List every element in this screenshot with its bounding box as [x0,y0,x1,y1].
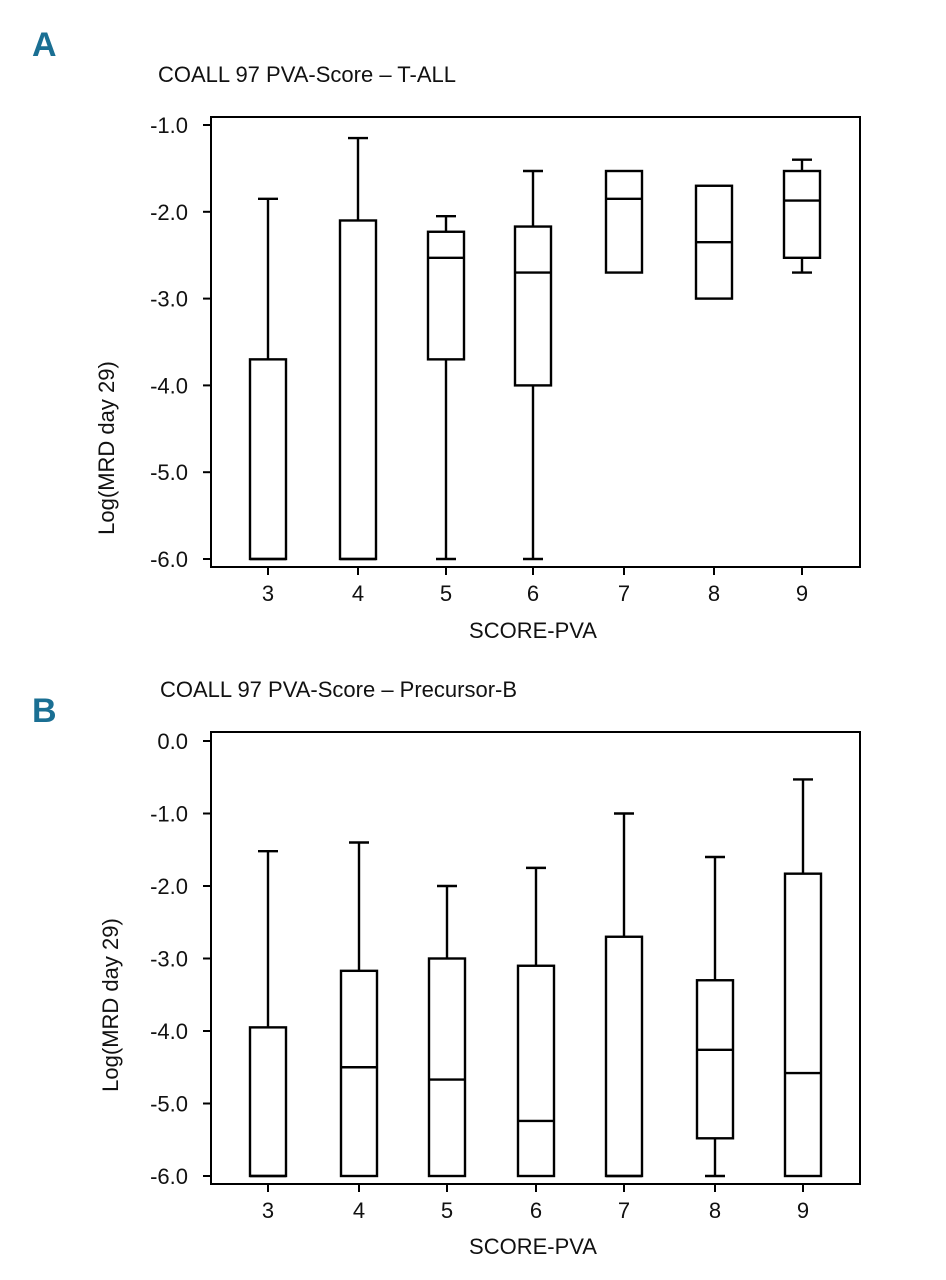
iqr-box [426,230,466,361]
x-tick-label: 3 [262,581,274,606]
chart-title-b: COALL 97 PVA-Score – Precursor-B [160,677,517,702]
box-category-4 [339,841,379,1178]
x-tick-label: 3 [262,1198,274,1223]
x-tick-label: 6 [530,1198,542,1223]
box-category-7 [604,812,644,1178]
box-category-3 [248,850,288,1178]
y-tick-label: -5.0 [150,460,188,485]
x-tick-label: 6 [527,581,539,606]
x-tick-label: 9 [797,1198,809,1223]
iqr-box [427,957,467,1178]
y-tick-label: -2.0 [150,874,188,899]
box-category-5 [427,884,467,1178]
panel-b: B COALL 97 PVA-Score – Precursor-B 0.0 -1… [32,677,861,1259]
y-ticks-b: 0.0 -1.0 -2.0 -3.0 -4.0 -5.0 -6.0 [150,729,211,1189]
y-tick-label: -1.0 [150,113,188,138]
x-tick-label: 4 [352,581,364,606]
y-ticks-a: -1.0 -2.0 -3.0 -4.0 -5.0 -6.0 [150,113,211,572]
box-category-6 [513,169,553,561]
box-category-6 [516,866,556,1178]
y-tick-label: -6.0 [150,547,188,572]
y-tick-label: -2.0 [150,200,188,225]
x-tick-label: 5 [440,581,452,606]
panel-label-b: B [32,692,57,730]
panel-label-a: A [32,26,57,64]
x-ticks-b: 3 4 5 6 7 8 9 [262,1184,809,1223]
y-tick-label: -5.0 [150,1092,188,1117]
box-category-5 [426,214,466,561]
box-category-9 [783,778,823,1178]
y-tick-label: -4.0 [150,1019,188,1044]
y-tick-label: -1.0 [150,802,188,827]
x-tick-label: 7 [618,581,630,606]
iqr-box [248,358,288,561]
iqr-box [695,979,735,1140]
x-tick-label: 4 [353,1198,365,1223]
x-axis-label-a: SCORE-PVA [469,618,597,643]
box-category-9 [782,158,822,274]
x-tick-label: 9 [796,581,808,606]
y-tick-label: -4.0 [150,373,188,398]
box-category-3 [248,197,288,561]
iqr-box [783,872,823,1178]
boxes-a [248,136,822,561]
x-ticks-a: 3 4 5 6 7 8 9 [262,567,808,606]
iqr-box [248,1026,288,1178]
iqr-box [338,219,378,561]
y-axis-label-a: Log(MRD day 29) [94,361,119,535]
y-axis-label-b: Log(MRD day 29) [98,918,123,1092]
iqr-box [782,169,822,260]
panel-a: A COALL 97 PVA-Score – T-ALL -1.0 -2.0 -3.… [32,26,861,643]
box-category-8 [694,184,734,300]
x-tick-label: 8 [709,1198,721,1223]
y-tick-label: -6.0 [150,1164,188,1189]
x-axis-label-b: SCORE-PVA [469,1234,597,1259]
y-tick-label: -3.0 [150,947,188,972]
box-category-7 [604,169,644,274]
iqr-box [513,225,553,387]
box-category-4 [338,136,378,561]
x-tick-label: 8 [708,581,720,606]
y-tick-label: -3.0 [150,287,188,312]
iqr-box [339,969,379,1178]
x-tick-label: 7 [618,1198,630,1223]
iqr-box [516,964,556,1178]
iqr-box [604,935,644,1178]
chart-title-a: COALL 97 PVA-Score – T-ALL [158,62,456,87]
x-tick-label: 5 [441,1198,453,1223]
box-category-8 [695,855,735,1178]
iqr-box [604,169,644,274]
y-tick-label: 0.0 [157,729,188,754]
boxes-b [248,778,823,1178]
